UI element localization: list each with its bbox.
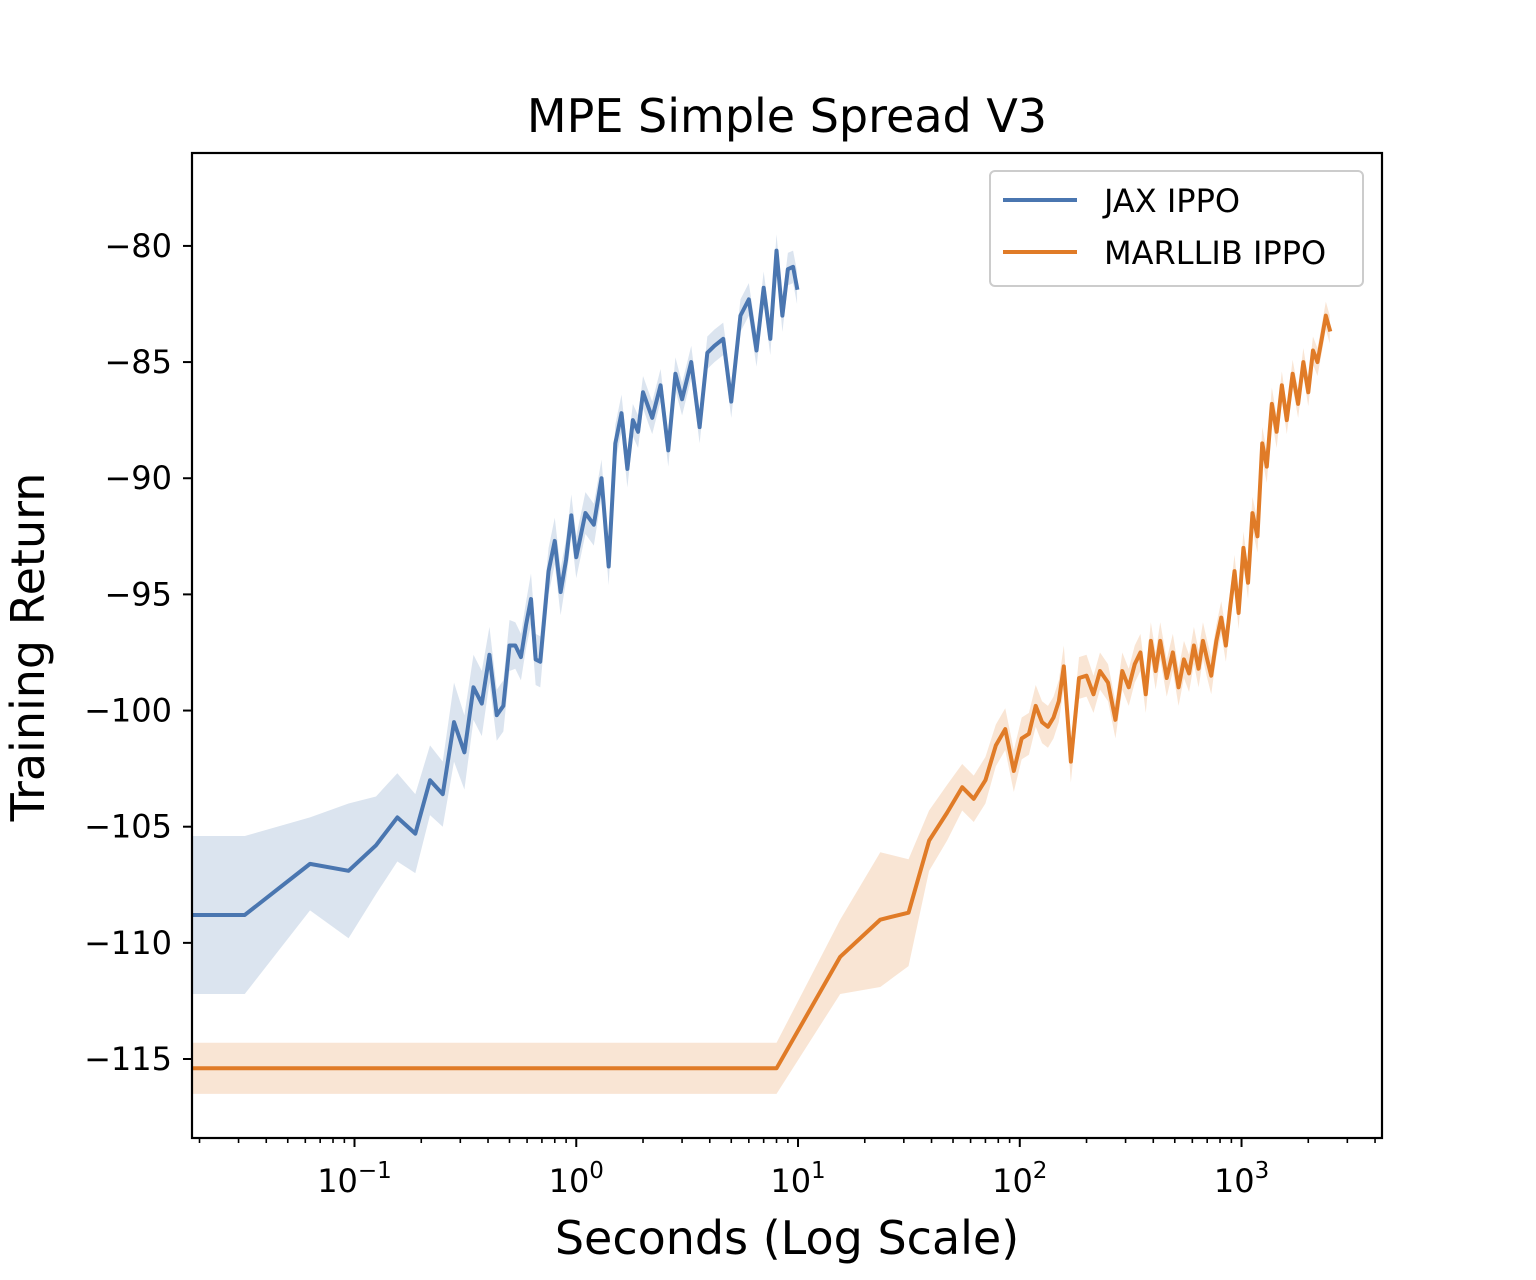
marllib-ippo-line bbox=[192, 313, 1333, 1071]
x-tick-exponent: 1 bbox=[811, 1158, 826, 1184]
x-tick-label: 100 bbox=[549, 1158, 604, 1200]
plot-frame bbox=[190, 151, 1384, 1140]
y-tick-label: −80 bbox=[104, 227, 172, 265]
y-tick-label: −90 bbox=[104, 459, 172, 497]
y-tick-label: −105 bbox=[84, 808, 172, 846]
legend: JAX IPPO MARLLIB IPPO bbox=[989, 170, 1364, 287]
y-tick-label: −100 bbox=[84, 692, 172, 730]
y-axis-ticks: −80 −85 −90 −95 −100 −105 −110 −115 bbox=[84, 227, 192, 1078]
x-tick-exponent: 0 bbox=[589, 1158, 604, 1184]
legend-label-marllib-ippo: MARLLIB IPPO bbox=[1104, 234, 1326, 272]
x-tick-exponent: 3 bbox=[1255, 1158, 1270, 1184]
y-axis-label: Training Return bbox=[1, 473, 55, 823]
jax-ippo-band bbox=[192, 234, 798, 994]
y-tick-label: −95 bbox=[104, 575, 172, 613]
legend-label-jax-ippo: JAX IPPO bbox=[1102, 182, 1240, 220]
series-lines bbox=[192, 248, 1333, 1071]
legend-box bbox=[989, 170, 1364, 287]
chart-title: MPE Simple Spread V3 bbox=[527, 89, 1047, 143]
y-tick-label: −110 bbox=[84, 924, 172, 962]
confidence-bands bbox=[192, 234, 1330, 1094]
x-axis-label: Seconds (Log Scale) bbox=[555, 1211, 1019, 1265]
y-tick-label: −85 bbox=[104, 343, 172, 381]
jax-ippo-line bbox=[192, 248, 800, 917]
y-tick-label: −115 bbox=[84, 1040, 172, 1078]
x-tick-exponent: −1 bbox=[358, 1158, 392, 1184]
x-tick-exponent: 2 bbox=[1033, 1158, 1048, 1184]
